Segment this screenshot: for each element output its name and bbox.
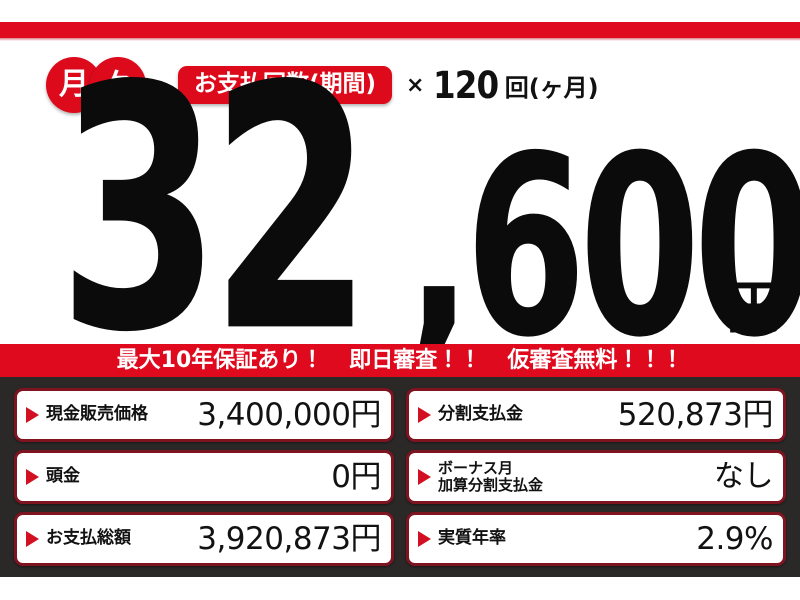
monthly-badge-char-2: 々: [103, 67, 133, 102]
price-decimal-group: ,600: [406, 103, 800, 344]
monthly-badge: 月 々: [46, 57, 164, 113]
spec-label: 分割支払金: [438, 404, 523, 425]
payment-count-unit: 回(ヶ月): [504, 73, 599, 102]
spec-row-total-payment: お支払総額 3,920,873円: [14, 512, 394, 566]
monthly-badge-char-1: 月: [59, 67, 89, 102]
promo-banner: 最大10年保証あり！ 即日審査！！ 仮審査無料！！！: [0, 344, 800, 377]
spec-row-down-payment: 頭金 0円: [14, 450, 394, 504]
top-red-rule: [0, 22, 800, 38]
triangle-bullet-icon: [418, 407, 431, 423]
triangle-bullet-icon: [26, 531, 39, 547]
triangle-bullet-icon: [418, 469, 431, 485]
spec-value: なし: [714, 462, 773, 492]
price-currency-unit: 円: [726, 276, 782, 341]
spec-label: 現金販売価格: [46, 404, 148, 425]
loan-details-table: 現金販売価格 3,400,000円 分割支払金 520,873円 頭金 0円 ボ…: [0, 377, 800, 577]
promo-item-free-prescreening: 仮審査無料！！！: [507, 347, 684, 373]
spec-row-installment-payment: 分割支払金 520,873円: [406, 388, 786, 442]
spec-value: 3,400,000円: [197, 399, 381, 431]
spec-label: 実質年率: [438, 528, 506, 549]
spec-label: お支払総額: [46, 528, 131, 549]
spec-value: 520,873円: [617, 399, 773, 431]
spec-row-annual-rate: 実質年率 2.9%: [406, 512, 786, 566]
triangle-bullet-icon: [418, 531, 431, 547]
triangle-bullet-icon: [26, 407, 39, 423]
payment-count-number: 120: [433, 63, 499, 107]
spec-value: 2.9%: [696, 523, 773, 555]
triangle-bullet-icon: [26, 469, 39, 485]
multiply-icon: ×: [406, 72, 425, 98]
spec-value: 3,920,873円: [197, 523, 381, 555]
payment-terms-header: 月 々 お支払回数(期間) × 120 回(ヶ月): [46, 57, 599, 113]
spec-label: 頭金: [46, 466, 80, 487]
price-integer-part: 32: [58, 41, 373, 344]
spec-row-bonus-month-payment: ボーナス月 加算分割支払金 なし: [406, 450, 786, 504]
spec-value: 0円: [331, 461, 381, 493]
hero-price-panel: 月 々 お支払回数(期間) × 120 回(ヶ月) 32 ,600 円: [0, 41, 800, 344]
monthly-price-display: 32 ,600 円: [58, 42, 800, 344]
monthly-badge-circle-right: [90, 57, 146, 113]
spec-label: ボーナス月 加算分割支払金: [438, 459, 544, 494]
promo-item-same-day-screening: 即日審査！！: [349, 347, 482, 373]
spec-row-cash-price: 現金販売価格 3,400,000円: [14, 388, 394, 442]
promo-item-warranty: 最大10年保証あり！: [116, 347, 324, 373]
payment-count-pill: お支払回数(期間): [178, 65, 393, 105]
top-rule-shadow: [0, 38, 800, 41]
